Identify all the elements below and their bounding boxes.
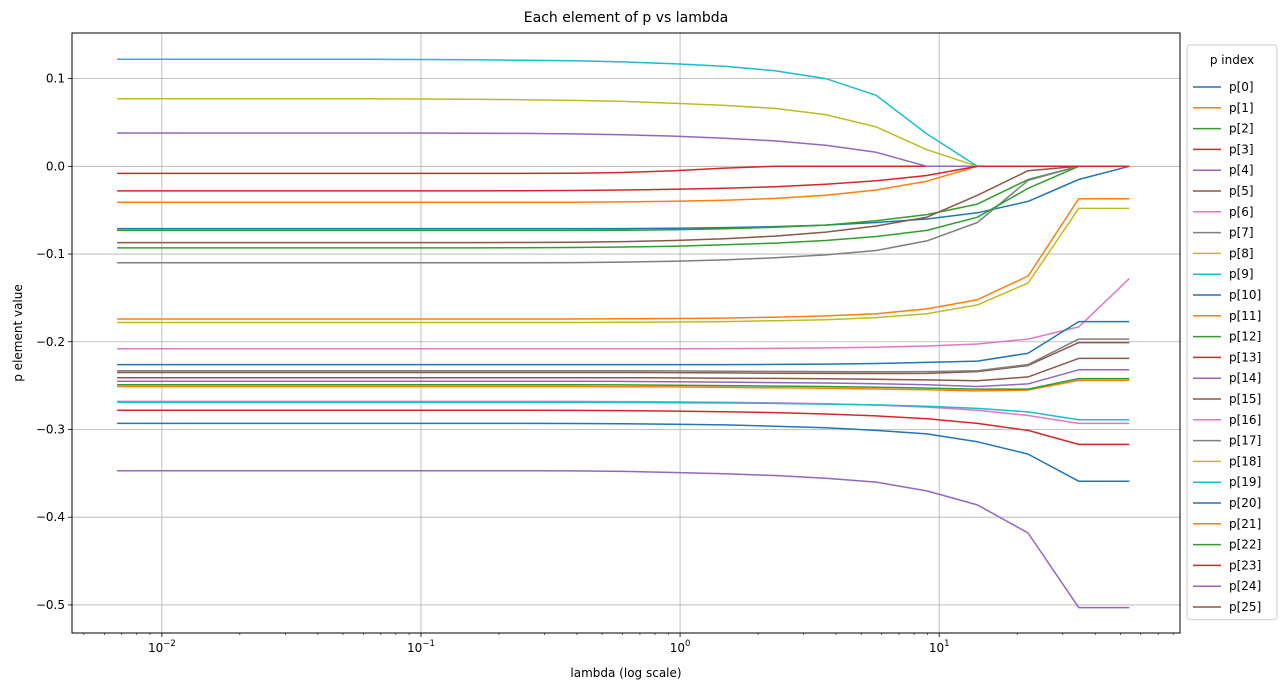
legend-label-p13: p[13]	[1229, 350, 1261, 364]
x-tick-label-base: 10	[670, 641, 685, 655]
legend-label-p2: p[2]	[1229, 122, 1254, 136]
legend-label-p24: p[24]	[1229, 579, 1261, 593]
series-line-p14	[117, 369, 1130, 388]
legend-label-p25: p[25]	[1229, 600, 1261, 614]
series-line-p11	[117, 198, 1130, 320]
series-line-p21	[117, 379, 1130, 392]
legend-label-p9: p[9]	[1229, 267, 1254, 281]
series-line-p8	[117, 98, 1130, 168]
series-line-p13	[117, 165, 1130, 192]
series-line-p2	[117, 165, 1130, 232]
series-line-p23	[117, 409, 1130, 446]
legend-label-p1: p[1]	[1229, 101, 1254, 115]
x-tick-label: 10−2	[148, 639, 176, 655]
legend-label-p15: p[15]	[1229, 392, 1261, 406]
legend-label-p3: p[3]	[1229, 142, 1254, 156]
series-line-p9	[117, 58, 1130, 168]
grid-lines	[72, 33, 1180, 633]
legend-label-p4: p[4]	[1229, 163, 1254, 177]
legend-items: p[0] p[1] p[2] p[3] p[4] p[5] p[6] p[7] p[8] p[9]…	[1193, 80, 1261, 614]
series-line-p25	[117, 357, 1130, 382]
series-line-p18	[117, 207, 1130, 324]
legend-label-p22: p[22]	[1229, 538, 1261, 552]
legend-label-p21: p[21]	[1229, 517, 1261, 531]
legend-label-p14: p[14]	[1229, 371, 1261, 385]
series-line-p0	[117, 165, 1130, 230]
x-tick-label-exponent: −2	[163, 639, 176, 649]
legend-label-p0: p[0]	[1229, 80, 1254, 94]
series-line-p15	[117, 341, 1130, 375]
series-line-p7	[117, 165, 1130, 264]
series-line-p5	[117, 165, 1130, 244]
legend-label-p12: p[12]	[1229, 330, 1261, 344]
legend-label-p20: p[20]	[1229, 496, 1261, 510]
legend-label-p18: p[18]	[1229, 454, 1261, 468]
series-line-p10	[117, 320, 1130, 366]
y-tick-label: −0.5	[36, 598, 65, 612]
series-line-p19	[117, 401, 1130, 421]
x-tick-label-exponent: −1	[422, 639, 435, 649]
x-axis-label: lambda (log scale)	[570, 666, 681, 680]
y-tick-label: −0.2	[36, 335, 65, 349]
plot-frame	[71, 32, 1181, 634]
series-line-p6	[117, 278, 1130, 350]
legend-label-p19: p[19]	[1229, 475, 1261, 489]
x-tick-label-base: 10	[148, 641, 163, 655]
series-line-p22	[117, 377, 1130, 390]
x-tick-label-exponent: 0	[685, 639, 690, 649]
legend-label-p17: p[17]	[1229, 434, 1261, 448]
x-tick-label-base: 10	[929, 641, 944, 655]
legend-label-p10: p[10]	[1229, 288, 1261, 302]
y-axis-label: p element value	[11, 284, 25, 382]
x-tick-label: 101	[929, 639, 950, 655]
legend-label-p5: p[5]	[1229, 184, 1254, 198]
legend-label-p8: p[8]	[1229, 246, 1254, 260]
series-line-p20	[117, 422, 1130, 482]
legend-label-p6: p[6]	[1229, 205, 1254, 219]
y-tick-label: −0.3	[36, 422, 65, 436]
series-line-p24	[117, 469, 1130, 609]
chart-title: Each element of p vs lambda	[524, 10, 728, 26]
y-tick-label: 0.0	[46, 159, 65, 173]
legend: p index p[0] p[1] p[2] p[3] p[4] p[5] p[6] p[7]…	[1186, 44, 1278, 621]
series-line-p12	[117, 165, 1130, 249]
legend-label-p7: p[7]	[1229, 226, 1254, 240]
legend-title: p index	[1210, 53, 1254, 67]
legend-box	[1186, 44, 1278, 621]
series-lines	[117, 58, 1130, 609]
x-tick-label-exponent: 1	[944, 639, 949, 649]
series-line-p17	[117, 338, 1130, 373]
x-tick-label: 100	[670, 639, 691, 655]
series-line-p16	[117, 400, 1130, 425]
legend-label-p23: p[23]	[1229, 558, 1261, 572]
y-tick-label: 0.1	[46, 72, 65, 86]
legend-label-p16: p[16]	[1229, 413, 1261, 427]
series-line-p4	[117, 132, 1130, 168]
y-tick-label: −0.1	[36, 247, 65, 261]
legend-label-p11: p[11]	[1229, 309, 1261, 323]
x-tick-label: 10−1	[407, 639, 435, 655]
series-line-p1	[117, 165, 1130, 204]
x-tick-label-base: 10	[407, 641, 422, 655]
y-tick-label: −0.4	[36, 510, 65, 524]
